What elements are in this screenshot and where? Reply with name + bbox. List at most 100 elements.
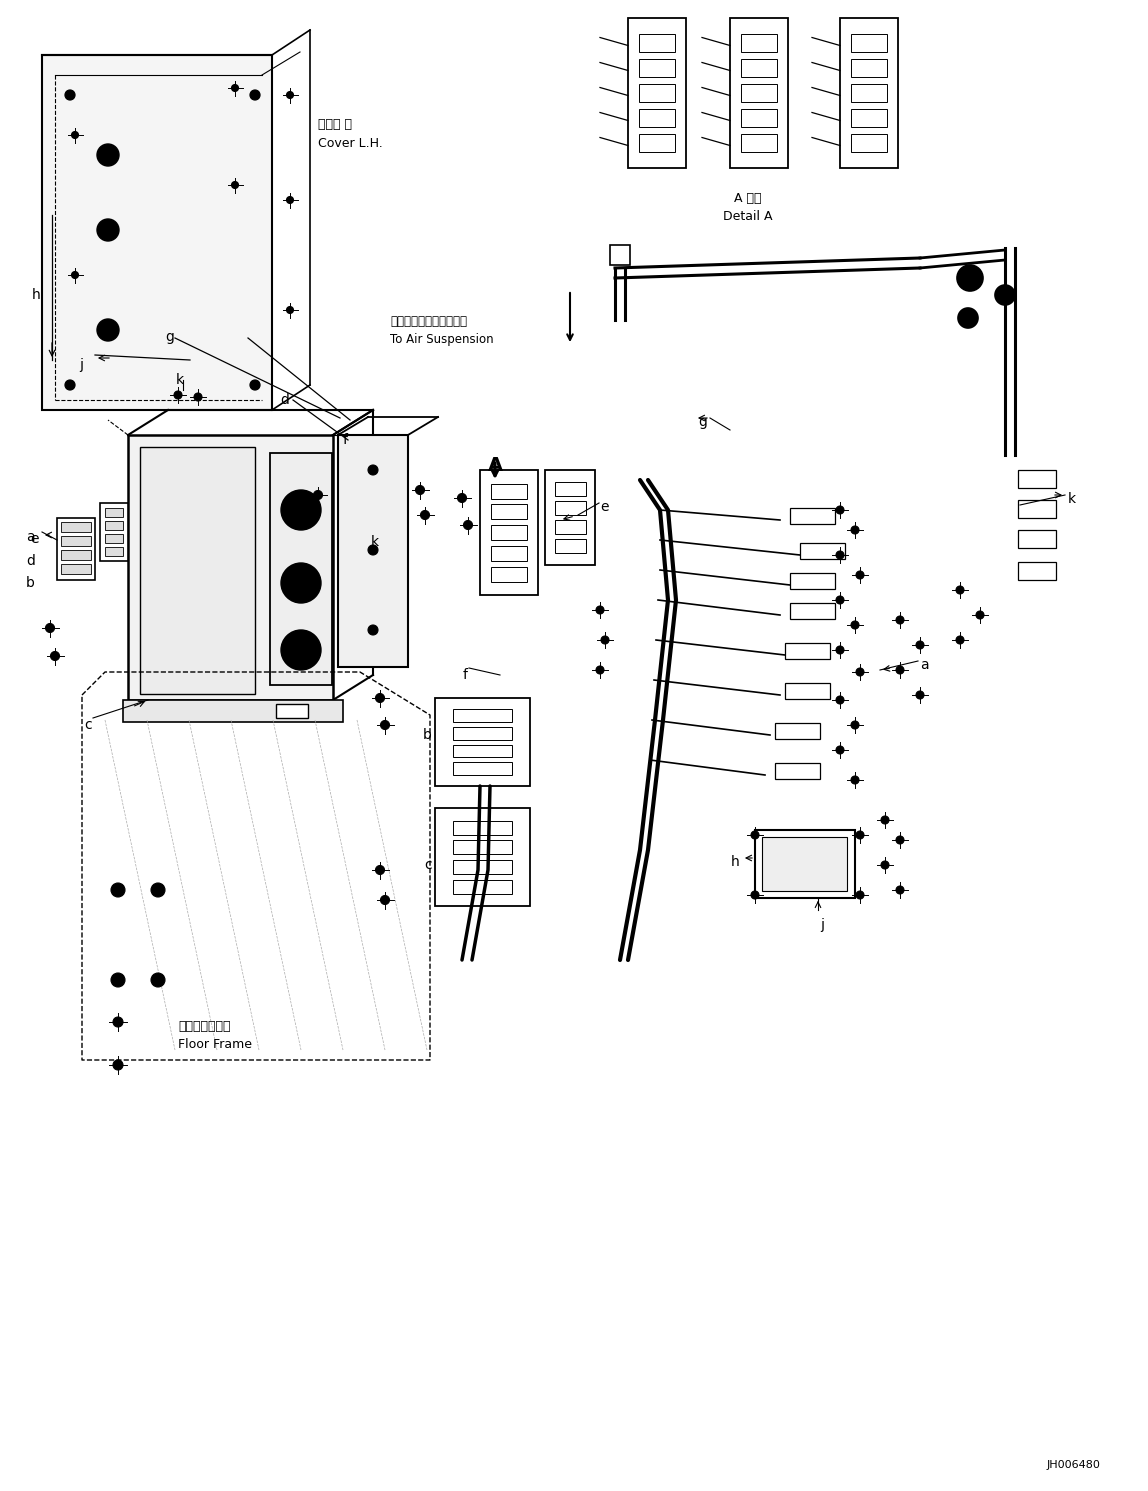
Circle shape bbox=[851, 775, 859, 784]
Text: フロアフレーム: フロアフレーム bbox=[178, 1020, 231, 1033]
Circle shape bbox=[369, 625, 378, 635]
Bar bbox=[453, 728, 512, 740]
Circle shape bbox=[232, 85, 239, 91]
Bar bbox=[851, 85, 887, 103]
Bar bbox=[104, 534, 123, 543]
Text: e: e bbox=[30, 532, 39, 546]
Circle shape bbox=[881, 860, 889, 869]
Text: a: a bbox=[920, 658, 929, 672]
Circle shape bbox=[71, 271, 78, 279]
Text: f: f bbox=[463, 668, 468, 681]
Bar bbox=[270, 453, 332, 684]
Bar bbox=[790, 573, 835, 589]
Circle shape bbox=[851, 526, 859, 534]
Bar bbox=[775, 763, 820, 778]
Bar bbox=[276, 704, 308, 719]
Circle shape bbox=[836, 505, 844, 514]
Circle shape bbox=[916, 690, 924, 699]
Circle shape bbox=[375, 693, 385, 702]
Bar bbox=[790, 602, 835, 619]
Bar bbox=[851, 109, 887, 127]
Circle shape bbox=[458, 494, 466, 502]
Circle shape bbox=[281, 631, 321, 669]
Circle shape bbox=[96, 145, 119, 166]
Circle shape bbox=[416, 486, 425, 495]
Circle shape bbox=[152, 974, 165, 987]
Circle shape bbox=[995, 285, 1015, 306]
Bar bbox=[104, 508, 123, 517]
Text: k: k bbox=[176, 373, 184, 388]
Circle shape bbox=[287, 197, 294, 203]
Text: g: g bbox=[165, 330, 173, 344]
Circle shape bbox=[856, 830, 864, 839]
Circle shape bbox=[976, 611, 984, 619]
Circle shape bbox=[836, 696, 844, 704]
Bar bbox=[453, 710, 512, 722]
Bar bbox=[740, 134, 777, 152]
Bar bbox=[491, 504, 527, 519]
Bar bbox=[61, 550, 91, 561]
Circle shape bbox=[895, 836, 903, 844]
Bar bbox=[61, 535, 91, 546]
Text: b: b bbox=[26, 576, 34, 590]
Text: A 詳細: A 詳細 bbox=[735, 192, 762, 204]
Bar bbox=[785, 683, 830, 699]
Text: k: k bbox=[371, 535, 379, 549]
Bar bbox=[740, 85, 777, 103]
Circle shape bbox=[420, 510, 429, 519]
Bar bbox=[785, 643, 830, 659]
Text: f: f bbox=[343, 432, 348, 447]
Circle shape bbox=[313, 491, 323, 499]
Circle shape bbox=[174, 391, 183, 400]
Circle shape bbox=[369, 546, 378, 555]
Circle shape bbox=[111, 883, 125, 898]
Bar bbox=[104, 520, 123, 529]
Text: h: h bbox=[32, 288, 40, 303]
Bar bbox=[851, 60, 887, 78]
Bar bbox=[1018, 529, 1056, 549]
Bar bbox=[775, 723, 820, 740]
Bar bbox=[453, 744, 512, 757]
Bar bbox=[639, 85, 675, 103]
Text: d: d bbox=[26, 555, 34, 568]
Circle shape bbox=[916, 641, 924, 649]
Text: c: c bbox=[84, 719, 92, 732]
Bar bbox=[491, 546, 527, 561]
Circle shape bbox=[380, 720, 389, 729]
Circle shape bbox=[281, 491, 321, 529]
Circle shape bbox=[957, 265, 983, 291]
Bar bbox=[127, 435, 333, 699]
Bar bbox=[61, 564, 91, 574]
Circle shape bbox=[65, 380, 75, 391]
Bar bbox=[491, 483, 527, 498]
Bar bbox=[491, 567, 527, 581]
Bar bbox=[740, 34, 777, 52]
Circle shape bbox=[113, 1060, 123, 1071]
Bar bbox=[338, 435, 408, 666]
Text: h: h bbox=[731, 854, 740, 869]
Circle shape bbox=[895, 616, 903, 625]
Circle shape bbox=[71, 131, 78, 139]
Bar bbox=[1018, 470, 1056, 488]
Text: j: j bbox=[820, 918, 824, 932]
Circle shape bbox=[369, 465, 378, 476]
Bar bbox=[453, 820, 512, 835]
Circle shape bbox=[250, 89, 259, 100]
Text: j: j bbox=[79, 358, 83, 371]
Circle shape bbox=[856, 892, 864, 899]
Circle shape bbox=[895, 666, 903, 674]
Circle shape bbox=[287, 307, 294, 313]
Circle shape bbox=[602, 637, 608, 644]
Circle shape bbox=[836, 596, 844, 604]
Circle shape bbox=[375, 865, 385, 875]
Bar bbox=[57, 517, 95, 580]
Circle shape bbox=[232, 182, 239, 188]
Bar bbox=[840, 18, 898, 168]
Circle shape bbox=[956, 637, 964, 644]
Circle shape bbox=[287, 91, 294, 98]
Bar bbox=[851, 34, 887, 52]
Bar bbox=[140, 447, 255, 693]
Text: k: k bbox=[1068, 492, 1076, 505]
Circle shape bbox=[851, 722, 859, 729]
Bar bbox=[554, 501, 585, 514]
